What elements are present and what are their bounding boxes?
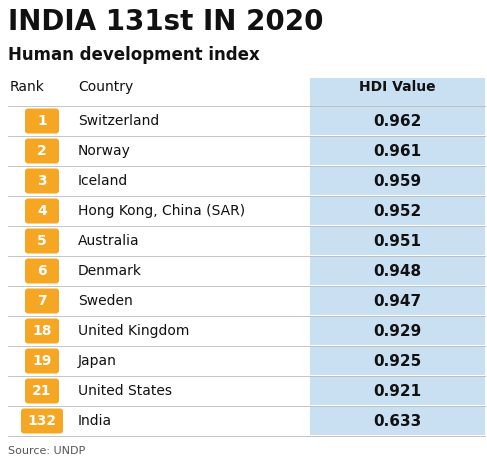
FancyBboxPatch shape xyxy=(25,168,59,194)
Text: 0.952: 0.952 xyxy=(374,204,422,219)
Text: United Kingdom: United Kingdom xyxy=(78,324,189,338)
FancyBboxPatch shape xyxy=(310,106,485,135)
FancyBboxPatch shape xyxy=(25,108,59,134)
Text: 5: 5 xyxy=(37,234,47,248)
Text: Denmark: Denmark xyxy=(78,264,142,278)
Text: 0.951: 0.951 xyxy=(374,234,422,249)
FancyBboxPatch shape xyxy=(310,286,485,315)
Text: Human development index: Human development index xyxy=(8,46,260,64)
FancyBboxPatch shape xyxy=(310,136,485,165)
Text: Hong Kong, China (SAR): Hong Kong, China (SAR) xyxy=(78,204,245,218)
Text: 6: 6 xyxy=(37,264,47,278)
Text: 0.921: 0.921 xyxy=(374,384,422,399)
Text: 3: 3 xyxy=(37,174,47,188)
Text: 0.947: 0.947 xyxy=(374,294,422,309)
Text: Country: Country xyxy=(78,80,133,94)
FancyBboxPatch shape xyxy=(310,196,485,225)
Text: 0.961: 0.961 xyxy=(374,144,422,159)
FancyBboxPatch shape xyxy=(25,258,59,283)
Text: Iceland: Iceland xyxy=(78,174,128,188)
Text: Rank: Rank xyxy=(10,80,45,94)
FancyBboxPatch shape xyxy=(25,288,59,313)
FancyBboxPatch shape xyxy=(310,376,485,405)
FancyBboxPatch shape xyxy=(310,226,485,255)
Text: INDIA 131st IN 2020: INDIA 131st IN 2020 xyxy=(8,8,323,36)
Text: 1: 1 xyxy=(37,114,47,128)
FancyBboxPatch shape xyxy=(310,406,485,435)
FancyBboxPatch shape xyxy=(25,138,59,164)
FancyBboxPatch shape xyxy=(25,228,59,254)
FancyBboxPatch shape xyxy=(310,316,485,345)
FancyBboxPatch shape xyxy=(25,348,59,373)
FancyBboxPatch shape xyxy=(25,378,59,403)
Text: HDI Value: HDI Value xyxy=(359,80,436,94)
Text: 7: 7 xyxy=(37,294,47,308)
FancyBboxPatch shape xyxy=(25,198,59,224)
Text: Switzerland: Switzerland xyxy=(78,114,159,128)
FancyBboxPatch shape xyxy=(310,78,485,108)
Text: Source: UNDP: Source: UNDP xyxy=(8,446,85,456)
Text: 2: 2 xyxy=(37,144,47,158)
FancyBboxPatch shape xyxy=(310,256,485,285)
Text: 0.633: 0.633 xyxy=(374,414,422,429)
Text: Australia: Australia xyxy=(78,234,140,248)
FancyBboxPatch shape xyxy=(310,166,485,195)
Text: 0.925: 0.925 xyxy=(374,354,422,369)
Text: 0.948: 0.948 xyxy=(374,264,422,279)
Text: 21: 21 xyxy=(32,384,52,398)
Text: 18: 18 xyxy=(32,324,52,338)
Text: Sweden: Sweden xyxy=(78,294,133,308)
Text: United States: United States xyxy=(78,384,172,398)
FancyBboxPatch shape xyxy=(310,346,485,375)
Text: India: India xyxy=(78,414,112,428)
Text: 0.959: 0.959 xyxy=(374,174,422,189)
Text: 0.962: 0.962 xyxy=(374,113,422,129)
Text: 132: 132 xyxy=(27,414,56,428)
Text: 4: 4 xyxy=(37,204,47,218)
Text: Norway: Norway xyxy=(78,144,131,158)
Text: Japan: Japan xyxy=(78,354,117,368)
FancyBboxPatch shape xyxy=(25,318,59,343)
FancyBboxPatch shape xyxy=(21,408,63,433)
Text: 19: 19 xyxy=(32,354,52,368)
Text: 0.929: 0.929 xyxy=(374,324,422,339)
